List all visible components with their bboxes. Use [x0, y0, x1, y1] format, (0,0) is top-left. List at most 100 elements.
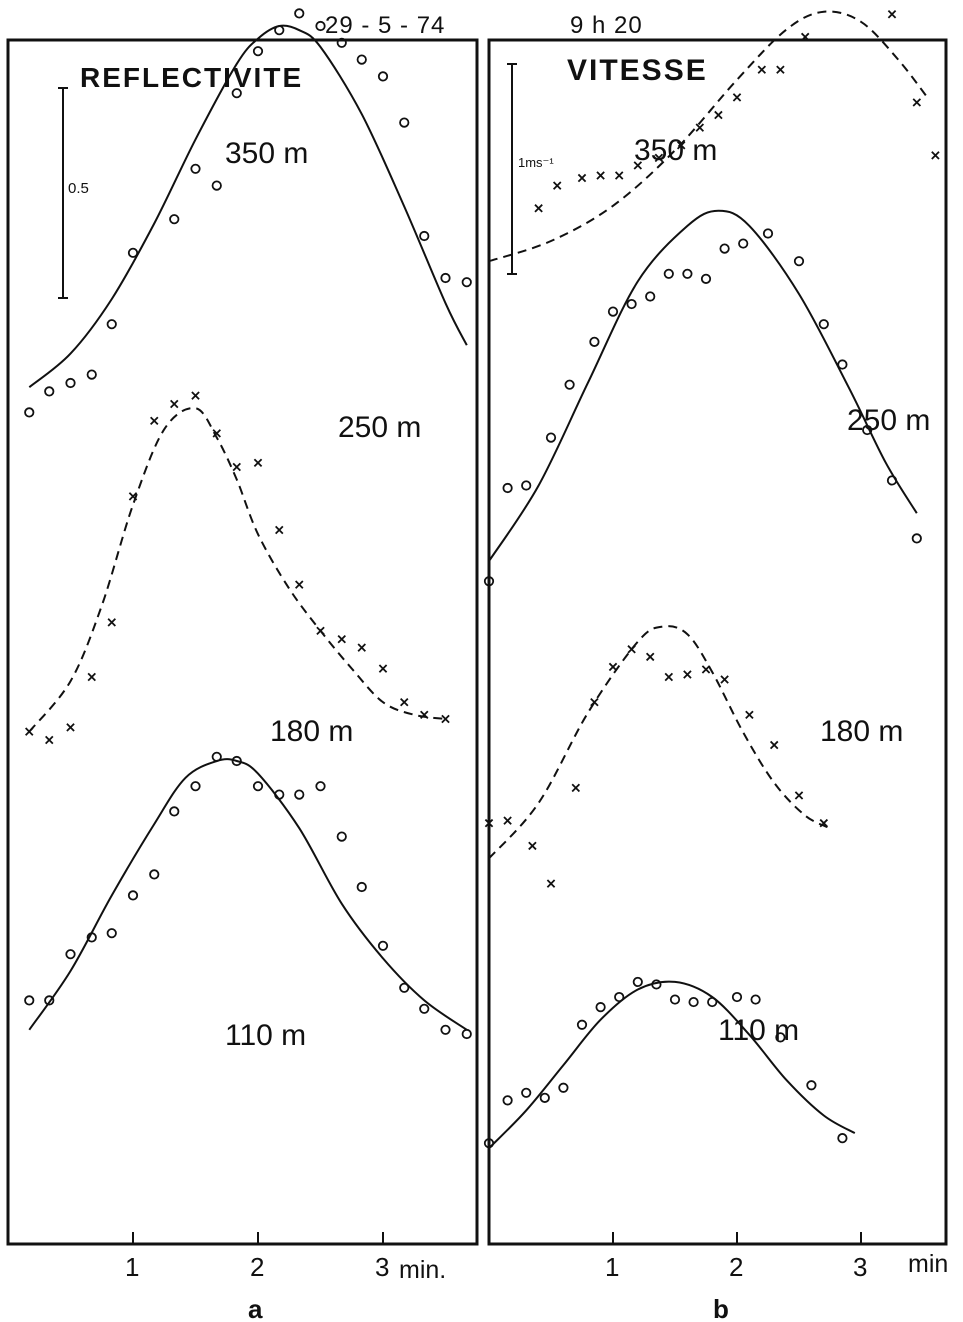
panel-a-point-110m-14 [315, 781, 326, 792]
panel-b-point-110m-10 [669, 994, 681, 1005]
panel-a-point-180m-17 [378, 664, 388, 673]
panel-a-point-180m-2 [66, 723, 75, 732]
panel-b-point-180m-14 [769, 740, 779, 750]
panel-b-point-350m-7 [676, 141, 686, 150]
panel-a-point-110m-17 [377, 940, 389, 951]
panel-a-frame [6, 38, 479, 1246]
panel-a-fit-curve-250m [28, 24, 468, 388]
panel-b-point-250m-9 [663, 268, 674, 279]
panel-a-point-180m-10 [232, 462, 241, 472]
panel-b-point-250m-4 [564, 379, 575, 390]
panel-b-title: VITESSE [567, 54, 708, 87]
panel-b-point-250m-1 [502, 482, 513, 494]
panel-b-point-250m-18 [862, 424, 873, 436]
panel-a-x-axis-label: min. [399, 1256, 446, 1284]
panel-a-x-tick-label-3: 3 [375, 1252, 389, 1282]
panel-a-point-250m-11 [274, 25, 285, 36]
panel-b-point-110m-0 [483, 1138, 495, 1149]
panel-a-point-110m-19 [419, 1003, 430, 1014]
panel-a-point-180m-16 [357, 643, 366, 652]
panel-a-point-180m-6 [150, 416, 159, 426]
panel-b-point-250m-15 [793, 256, 805, 267]
panel-b-point-250m-20 [911, 533, 922, 544]
panel-a-point-110m-5 [127, 890, 139, 901]
panel-b-series-label-350m: 350 m [634, 134, 717, 167]
panel-a-point-250m-1 [44, 386, 55, 397]
panel-a-point-250m-5 [127, 247, 139, 258]
panel-b-point-110m-2 [521, 1087, 532, 1098]
panel-b-point-110m-6 [595, 1002, 606, 1013]
panel-b-x-tick-label-2: 2 [729, 1252, 743, 1282]
panel-b-point-350m-13 [800, 32, 810, 42]
panel-b-point-180m-3 [546, 879, 556, 888]
panel-a-point-250m-2 [65, 377, 76, 389]
panel-b-point-250m-17 [837, 359, 848, 370]
panel-b-point-350m-12 [776, 65, 785, 74]
panel-b-point-250m-19 [886, 475, 898, 486]
panel-b-scale-bar-label: 1ms⁻¹ [518, 155, 554, 170]
panel-b-series-label-250m: 250 m [847, 404, 930, 437]
panel-b-fit-curve-110m [488, 980, 856, 1149]
panel-a-point-110m-2 [65, 949, 76, 960]
panel-a-point-110m-1 [44, 995, 55, 1006]
panel-b-point-250m-6 [607, 306, 619, 317]
panel-b-point-180m-8 [645, 652, 655, 662]
panel-b-point-350m-6 [654, 153, 664, 163]
panel-b-point-250m-14 [762, 228, 774, 239]
panel-a-title: REFLECTIVITE [80, 62, 303, 93]
panel-a-point-110m-16 [356, 881, 367, 893]
panel-a-point-180m-14 [316, 626, 325, 636]
panel-a-point-110m-3 [86, 932, 97, 943]
panel-a-point-110m-12 [274, 789, 285, 800]
panel-b-point-110m-1 [502, 1095, 513, 1106]
panel-b-point-250m-5 [589, 336, 600, 347]
panel-a-point-250m-20 [461, 277, 472, 288]
panel-a-point-250m-9 [231, 88, 242, 99]
panel-b-fit-curve-180m [488, 625, 831, 860]
panel-a-point-180m-9 [212, 429, 221, 438]
panel-a-point-180m-0 [25, 727, 34, 736]
panel-b-point-350m-3 [596, 171, 605, 180]
panel-b-point-250m-13 [738, 238, 749, 249]
panel-b-point-110m-5 [576, 1019, 588, 1030]
panel-b-point-110m-14 [750, 994, 761, 1005]
panel-b-point-110m-13 [731, 991, 743, 1003]
panel-a-point-180m-11 [253, 458, 263, 468]
panel-a-point-110m-20 [440, 1024, 451, 1035]
panel-a-x-tick-label-1: 1 [125, 1252, 139, 1282]
panel-b-point-110m-12 [707, 996, 718, 1008]
panel-a-point-180m-1 [45, 735, 54, 745]
panel-a-point-180m-12 [275, 525, 284, 535]
panel-a-point-250m-14 [336, 37, 347, 48]
panel-a-point-110m-10 [231, 755, 242, 767]
panel-a-point-180m-19 [420, 710, 429, 720]
panel-a-series-label-250m: 250 m [338, 411, 421, 444]
panel-b-point-180m-1 [503, 816, 512, 825]
panel-a-point-250m-3 [86, 369, 97, 380]
panel-b-point-110m-9 [651, 979, 662, 990]
panel-a-series-label-180m: 180 m [270, 715, 353, 748]
panel-a-point-250m-19 [440, 272, 451, 284]
panel-b-x-tick-label-3: 3 [853, 1252, 867, 1282]
panel-b-point-180m-10 [683, 670, 692, 679]
panel-a-point-110m-8 [190, 781, 201, 792]
panel-b-series-label-110m: 110 m [718, 1014, 799, 1047]
panel-a-label: a [248, 1294, 263, 1322]
panel-b-point-110m-4 [558, 1082, 569, 1093]
panel-a-point-250m-17 [399, 117, 410, 128]
panel-b-point-180m-15 [794, 791, 804, 800]
panel-b-point-110m-11 [688, 996, 699, 1008]
panel-a-point-250m-16 [377, 71, 389, 82]
panel-b-point-180m-0 [484, 818, 494, 828]
panel-a-point-250m-8 [211, 180, 222, 191]
panel-b-point-180m-13 [745, 710, 754, 720]
panel-b-point-180m-5 [590, 697, 599, 707]
panel-a-point-180m-13 [295, 580, 304, 589]
figure-date: 29 - 5 - 74 [325, 12, 446, 39]
panel-b-point-110m-7 [614, 991, 625, 1003]
panel-a-point-110m-15 [336, 831, 347, 842]
panel-b-point-350m-1 [552, 181, 562, 190]
panel-a-x-tick-label-2: 2 [250, 1252, 264, 1282]
panel-a-point-250m-13 [315, 20, 326, 32]
